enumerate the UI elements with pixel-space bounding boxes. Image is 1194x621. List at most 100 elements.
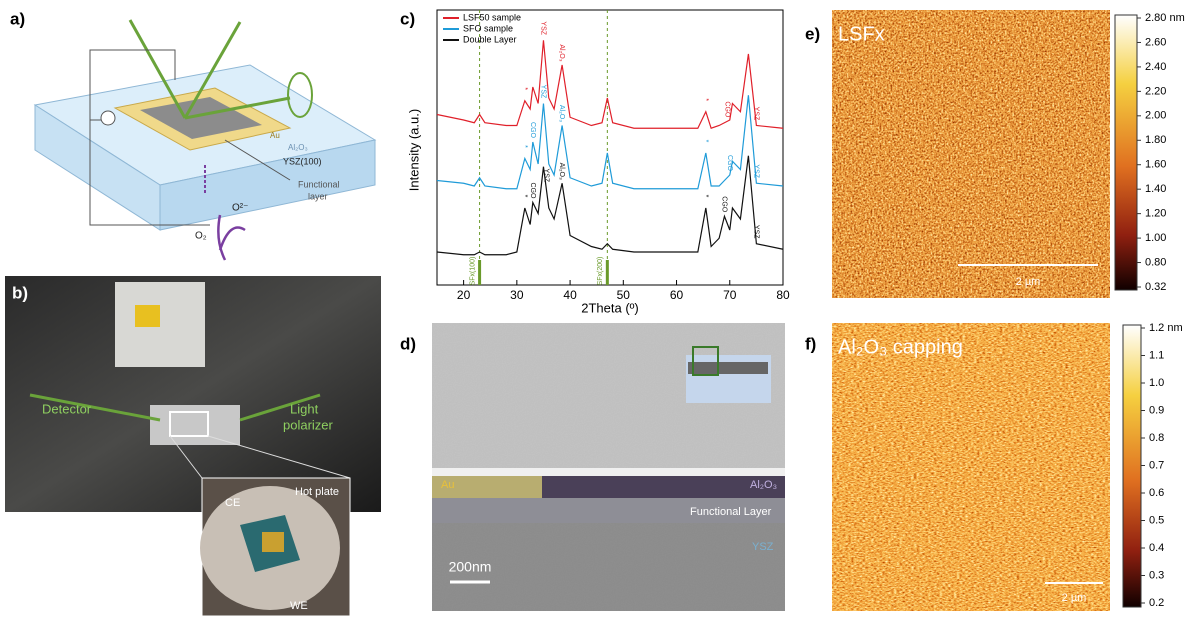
ysz-label: YSZ	[752, 541, 774, 553]
peak-label: CGO	[529, 122, 536, 139]
ion-path	[217, 214, 246, 261]
colorbar-label: 2.60	[1145, 36, 1166, 48]
series-line	[436, 40, 784, 130]
functional-square	[140, 97, 262, 139]
colorbar-label: 2.80 nm	[1145, 12, 1185, 24]
polarization	[287, 72, 313, 118]
functional-label: Functional	[298, 179, 340, 189]
colorbar-label: 1.40	[1145, 183, 1166, 195]
reference-label: SFx(200)	[597, 257, 604, 286]
sem-ysz	[432, 523, 785, 611]
colorbar-label: 1.80	[1145, 134, 1166, 146]
colorbar-label: 0.32	[1145, 281, 1166, 293]
x-tick-label: 30	[510, 288, 524, 302]
panel-label: e)	[805, 24, 820, 43]
x-tick-label: 60	[670, 288, 684, 302]
colorbar-label: 0.80	[1145, 256, 1166, 268]
electrode	[262, 532, 284, 552]
sem-capping	[432, 468, 785, 476]
detector-label: Detector	[42, 401, 92, 416]
beam	[128, 19, 187, 119]
peak-label: *	[702, 140, 709, 143]
ce-label: CE	[225, 497, 240, 509]
beam	[183, 21, 242, 119]
peak-label: YSZ	[753, 225, 760, 239]
peak-label: Al₂O₃	[558, 163, 565, 180]
sem-functional	[432, 498, 785, 523]
au-label: Au	[270, 131, 280, 140]
source	[100, 110, 116, 126]
au-label: Au	[441, 479, 454, 491]
al2o3-label: Al₂O₃	[750, 479, 777, 491]
colorbar-label: 0.3	[1149, 569, 1164, 581]
panel-label: c)	[400, 9, 415, 28]
zoom-box	[169, 411, 209, 437]
image-title: LSFx	[838, 23, 885, 45]
reference-peak	[605, 260, 609, 285]
series-line	[436, 95, 784, 190]
beam	[184, 96, 291, 120]
ysz-label: YSZ(100)	[283, 156, 322, 166]
scale-label: 200nm	[449, 559, 492, 575]
colorbar-label: 2.40	[1145, 61, 1166, 73]
afm-image	[832, 323, 1110, 611]
beam	[29, 393, 161, 422]
colorbar-label: 0.8	[1149, 432, 1164, 444]
colorbar-label: 1.1	[1149, 349, 1164, 361]
peak-label: YSZ	[542, 169, 549, 183]
peak-label: *	[521, 195, 528, 198]
colorbar-label: 0.7	[1149, 459, 1164, 471]
image-title: Al₂O₃ capping	[838, 336, 963, 358]
sem-au	[432, 476, 542, 498]
zoom-line	[169, 435, 203, 479]
sem-al2o3	[542, 476, 785, 498]
wire	[89, 49, 176, 121]
reference-label: SFx(100)	[469, 257, 476, 286]
colorbar-label: 1.0	[1149, 377, 1164, 389]
colorbar-label: 1.60	[1145, 159, 1166, 171]
peak-label: YSZ	[540, 21, 547, 35]
peak-label: YSZ	[753, 107, 760, 121]
panel-label: b)	[12, 283, 28, 302]
colorbar	[1114, 14, 1138, 291]
peak-label: *	[521, 145, 528, 148]
peak-label: Al₂O₃	[558, 44, 565, 61]
panel-e: e) LSFx 2 µm 2.80 nm 2.60 2.40 2.20 2.00 1.80…	[805, 10, 1185, 298]
peak-label: *	[702, 98, 709, 101]
legend-label: Double Layer	[463, 34, 517, 44]
x-tick-label: 80	[776, 288, 790, 302]
zoom-line	[207, 435, 351, 479]
panel-b: b) Detector Light polarizer CE Hot plate…	[5, 276, 381, 617]
we-label: WE	[290, 600, 308, 612]
colorbar-label: 1.00	[1145, 232, 1166, 244]
x-tick-label: 50	[617, 288, 631, 302]
peak-label: CGO	[726, 155, 733, 172]
peak-label: CGO	[723, 101, 730, 118]
laser-sign	[135, 305, 160, 327]
panel-d: d) Au Al₂O₃ Functional Layer YSZ 200nm	[400, 323, 785, 611]
colorbar-label: 2.20	[1145, 85, 1166, 97]
reference-peak	[478, 260, 482, 285]
peak-label: YSZ	[540, 85, 547, 99]
colorbar-label: 2.00	[1145, 110, 1166, 122]
panel-c: c) 2Theta (º) Intensity (a.u.) 20 30 40 50 6…	[400, 9, 790, 315]
slab-front	[159, 139, 376, 231]
x-tick-label: 20	[457, 288, 471, 302]
polarizer-label: polarizer	[283, 417, 334, 432]
legend-label: LSF50 sample	[463, 12, 521, 22]
panel-label: f)	[805, 334, 816, 353]
series-line	[436, 155, 784, 256]
legend-label: SFO sample	[463, 23, 513, 33]
colorbar-label: 0.2	[1149, 597, 1164, 609]
x-axis-label: 2Theta (º)	[581, 300, 639, 315]
peak-label: CGO	[529, 183, 536, 200]
peak-label: Al₂O₃	[558, 105, 565, 122]
beam	[239, 393, 321, 422]
scale-label: 2 µm	[1016, 276, 1041, 288]
colorbar	[1122, 324, 1142, 608]
o2minus-label: O²⁻	[232, 203, 248, 214]
colorbar-label: 0.6	[1149, 487, 1164, 499]
peak-label: CGO	[721, 196, 728, 213]
wire	[89, 120, 210, 226]
